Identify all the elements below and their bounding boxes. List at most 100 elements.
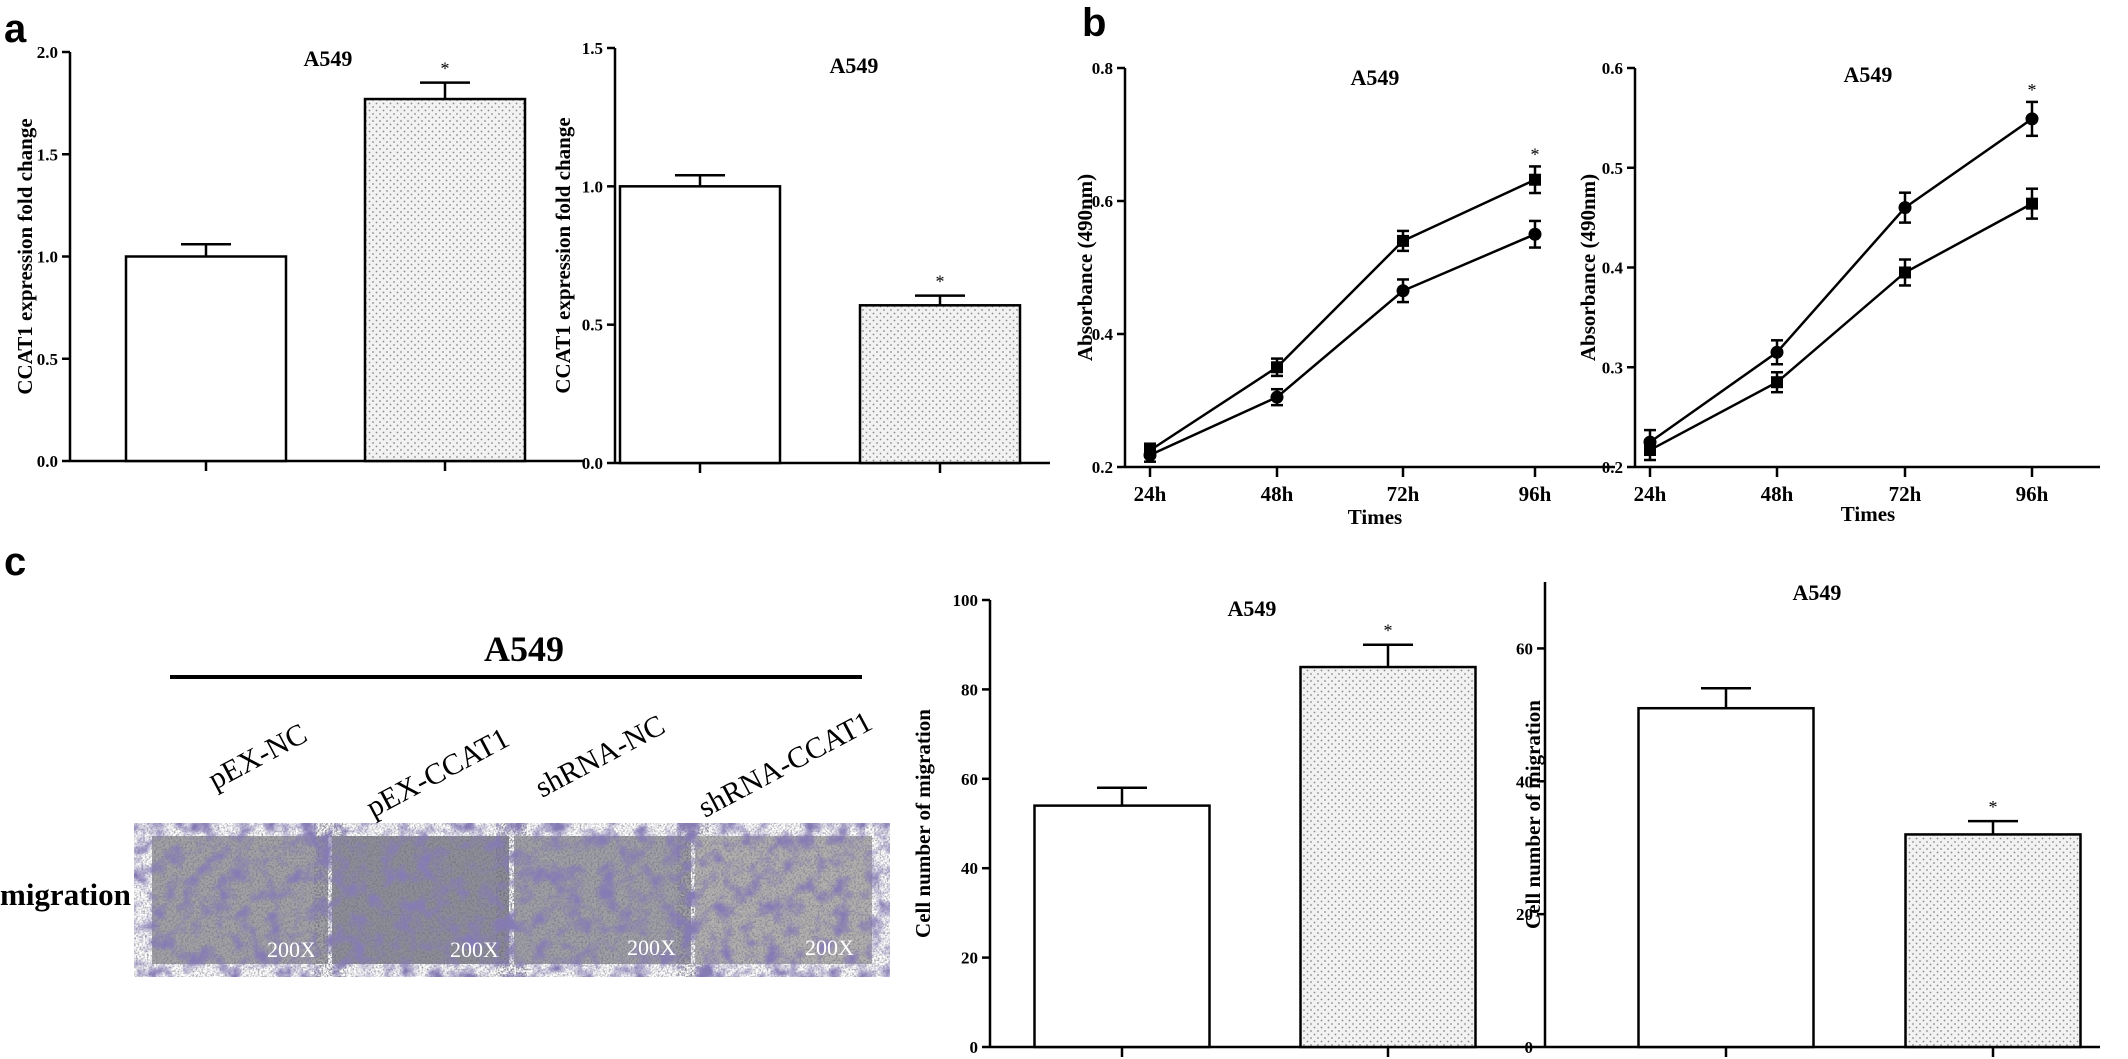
magnification-label: 200X xyxy=(627,935,676,960)
line-chart-b1: 0.2 0.4 0.6 0.8 A549 Absorbance (490nm) 24h 48h… xyxy=(1073,59,1615,529)
y-tick-label: 20 xyxy=(1516,905,1533,924)
panel-label-c: c xyxy=(4,540,26,584)
significance-marker: * xyxy=(2028,80,2037,100)
y-tick-label: 20 xyxy=(961,949,978,968)
y-tick-label: 0.6 xyxy=(1602,59,1623,78)
data-point-circle xyxy=(1143,448,1157,462)
significance-marker: * xyxy=(1989,797,1998,817)
chart-title: A549 xyxy=(304,46,353,71)
bar xyxy=(1033,804,1211,1049)
x-tick-label: 24h xyxy=(1134,482,1167,506)
panel-label-a: a xyxy=(4,7,27,51)
series-line xyxy=(1149,233,1536,457)
y-tick-label: 0.5 xyxy=(582,316,603,335)
x-tick-label: 72h xyxy=(1387,482,1420,506)
migration-image-panel: A549 pEX-NC pEX-CCAT1 shRNA-NC shRNA-CCA… xyxy=(0,629,878,964)
y-tick-label: 0 xyxy=(970,1038,979,1057)
significance-marker: * xyxy=(936,272,945,292)
x-tick-label: 72h xyxy=(1889,482,1922,506)
data-point-circle xyxy=(1898,201,1912,215)
bar xyxy=(618,185,782,465)
column-label-pex-ccat1: pEX-CCAT1 xyxy=(361,721,515,824)
bar xyxy=(1904,833,2082,1049)
column-label-pex-nc: pEX-NC xyxy=(203,717,313,796)
y-tick-label: 0.8 xyxy=(1092,59,1113,78)
column-label-shrna-nc: shRNA-NC xyxy=(530,709,671,805)
y-tick-label: 0.0 xyxy=(37,452,58,471)
y-tick-label: 0.4 xyxy=(1092,325,1114,344)
y-tick-label: 0.6 xyxy=(1092,192,1113,211)
panel-label-b: b xyxy=(1082,1,1106,45)
significance-marker: * xyxy=(441,59,450,79)
row-label-migration: migration xyxy=(0,877,131,912)
series-line xyxy=(1649,202,2033,452)
y-tick-label: 0.0 xyxy=(582,454,603,473)
x-tick-label: 96h xyxy=(1519,482,1552,506)
x-axis-label: Times xyxy=(1348,505,1402,529)
data-point-square xyxy=(1271,361,1283,374)
y-axis-label: CCAT1 expression fold change xyxy=(13,118,37,394)
column-label-shrna-ccat1: shRNA-CCAT1 xyxy=(693,705,878,824)
y-tick-label: 0.2 xyxy=(1092,458,1113,477)
chart-title: A549 xyxy=(830,53,879,78)
bar xyxy=(363,97,527,463)
data-point-circle xyxy=(1770,345,1784,359)
y-tick-label: 1.5 xyxy=(582,39,603,58)
bar xyxy=(858,304,1022,465)
y-tick-label: 60 xyxy=(1516,639,1533,658)
bar xyxy=(1299,665,1477,1049)
chart-title: A549 xyxy=(1844,62,1893,87)
y-tick-label: 40 xyxy=(961,859,978,878)
x-tick-label: 24h xyxy=(1634,482,1667,506)
significance-marker: * xyxy=(1384,621,1393,641)
data-point-circle xyxy=(2025,112,2039,126)
y-tick-label: 100 xyxy=(953,591,979,610)
data-point-square xyxy=(2026,197,2038,210)
y-tick-label: 0.2 xyxy=(1602,458,1623,477)
chart-title: A549 xyxy=(1793,580,1842,605)
data-point-circle xyxy=(1270,390,1284,404)
y-axis-label: CCAT1 expression fold change xyxy=(551,117,575,393)
micrograph-pex-ccat1: 200X xyxy=(332,836,509,964)
y-axis-label: Absorbance (490nm) xyxy=(1073,174,1097,361)
y-tick-label: 2.0 xyxy=(37,43,58,62)
data-point-square xyxy=(1644,444,1656,457)
micrograph-shrna-nc: 200X xyxy=(514,836,691,964)
data-point-square xyxy=(1529,173,1541,186)
bar-chart-c1: 0 20 40 60 80 100 A549 Cell number of migration… xyxy=(911,591,1537,1057)
y-axis-label: Cell number of migration xyxy=(1521,700,1545,929)
magnification-label: 200X xyxy=(267,937,316,962)
y-tick-label: 0.5 xyxy=(37,350,58,369)
micrograph-pex-nc: 200X xyxy=(152,836,328,964)
series-line xyxy=(1149,178,1536,452)
y-tick-label: 1.5 xyxy=(37,145,58,164)
x-tick-label: 48h xyxy=(1261,482,1294,506)
bar-chart-a2: 0.0 0.5 1.0 1.5 A549 CCAT1 expression fold ch… xyxy=(551,39,1050,473)
y-axis-label: Cell number of migration xyxy=(911,709,935,938)
data-point-circle xyxy=(1396,284,1410,298)
y-tick-label: 40 xyxy=(1516,772,1533,791)
chart-title: A549 xyxy=(1351,65,1400,90)
y-tick-label: 0.5 xyxy=(1602,159,1623,178)
micrograph-shrna-ccat1: 200X xyxy=(695,836,872,964)
bar-chart-c2: 0 20 40 60 A549 Cell number of migration * xyxy=(1516,580,2100,1057)
data-point-circle xyxy=(1528,227,1542,241)
bar xyxy=(1637,706,1815,1049)
migration-title: A549 xyxy=(484,629,564,669)
chart-title: A549 xyxy=(1228,596,1277,621)
line-chart-b2: 0.2 0.3 0.4 0.5 0.6 A549 Absorbance (490nm) 24h… xyxy=(1576,59,2100,526)
y-tick-label: 0 xyxy=(1525,1038,1534,1057)
y-tick-label: 0.4 xyxy=(1602,259,1624,278)
significance-marker: * xyxy=(1531,144,1540,164)
x-axis-label: Times xyxy=(1841,502,1895,526)
x-tick-label: 48h xyxy=(1761,482,1794,506)
x-tick-label: 96h xyxy=(2016,482,2049,506)
magnification-label: 200X xyxy=(450,937,499,962)
data-point-square xyxy=(1771,376,1783,389)
y-tick-label: 1.0 xyxy=(582,177,603,196)
y-tick-label: 80 xyxy=(961,680,978,699)
data-point-square xyxy=(1397,234,1409,247)
bar xyxy=(124,255,288,463)
y-tick-label: 0.3 xyxy=(1602,358,1623,377)
